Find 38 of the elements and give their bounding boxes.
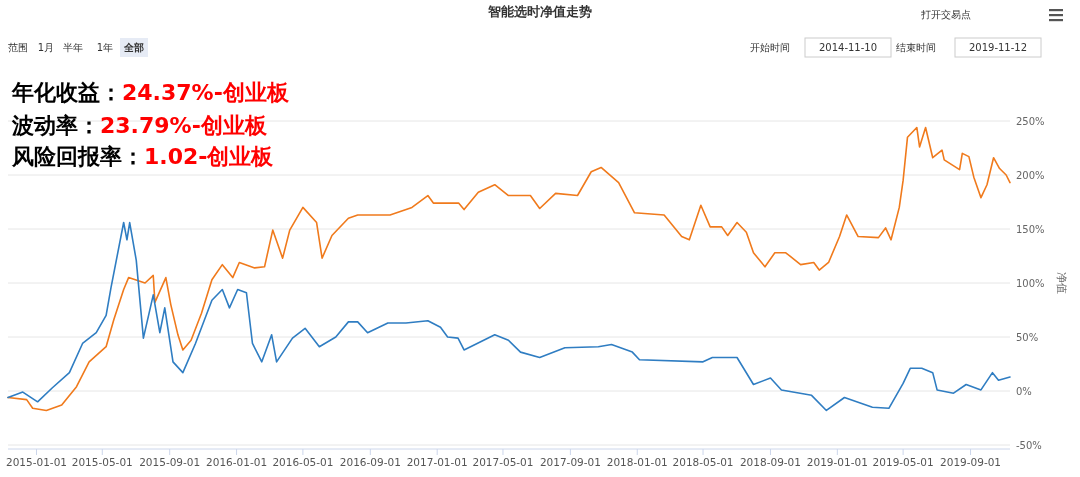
x-tick-label: 2017-01-01: [406, 456, 468, 468]
y-tick-label: 100%: [1016, 278, 1045, 289]
x-tick-label: 2017-05-01: [472, 456, 534, 468]
line-series: [7, 221, 1011, 412]
x-tick-label: 2016-09-01: [339, 456, 401, 468]
text: 打开交易点: [920, 9, 971, 20]
x-tick-label: 2016-05-01: [272, 456, 334, 468]
x-tick-label: 2019-09-01: [940, 456, 1002, 468]
y-axis-title: 净值: [1055, 272, 1068, 294]
x-tick-label: 2015-09-01: [139, 456, 201, 468]
x-tick-label: 2019-01-01: [806, 456, 868, 468]
text: 开始时间: [750, 42, 790, 53]
x-tick-label: 2018-01-01: [606, 456, 668, 468]
text: 1年: [96, 42, 114, 53]
x-tick-label: 2017-09-01: [539, 456, 601, 468]
text: 全部: [123, 42, 144, 53]
text: 1月: [37, 42, 55, 53]
y-tick-label: 50%: [1016, 332, 1039, 343]
y-tick-label: 150%: [1016, 224, 1045, 235]
annotation: 波动率：23.79%-创业板: [11, 113, 268, 138]
text: 2014-11-10: [818, 42, 878, 53]
text: 2019-11-12: [968, 42, 1028, 53]
x-tick-label: 2015-05-01: [71, 456, 133, 468]
y-tick-label: -50%: [1016, 440, 1042, 451]
y-tick-label: 200%: [1016, 170, 1045, 181]
x-tick-label: 2016-01-01: [206, 456, 268, 468]
text: 年化收益：24.37%-创业板: [11, 80, 290, 105]
x-tick-label: 2019-05-01: [872, 456, 934, 468]
x-tick-label: 2018-05-01: [672, 456, 734, 468]
y-tick-label: 0%: [1016, 386, 1032, 397]
text: 范围: [8, 42, 28, 53]
text: 半年: [63, 42, 83, 53]
chart-title: 智能选时净值走势: [487, 4, 592, 19]
text: 结束时间: [896, 42, 936, 53]
annotation: 风险回报率：1.02-创业板: [11, 144, 275, 169]
x-tick-label: 2018-09-01: [739, 456, 801, 468]
x-tick-label: 2015-01-01: [5, 456, 68, 468]
y-tick-label: 250%: [1016, 116, 1045, 127]
